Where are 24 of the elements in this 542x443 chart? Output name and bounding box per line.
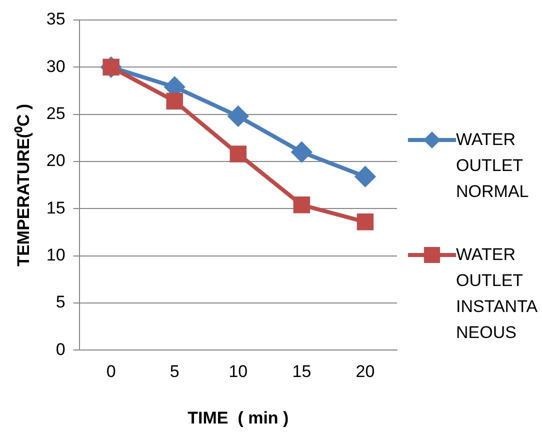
point bbox=[228, 106, 248, 126]
y-tick-label: 0 bbox=[56, 340, 66, 359]
x-tick-label: 5 bbox=[170, 362, 180, 382]
x-tick-label: 15 bbox=[292, 362, 312, 382]
y-tick-label: 10 bbox=[46, 246, 66, 265]
y-tick-label: 25 bbox=[46, 104, 66, 124]
y-tick-label: 5 bbox=[56, 292, 66, 312]
point bbox=[356, 214, 374, 230]
point bbox=[293, 196, 310, 214]
point bbox=[230, 146, 247, 162]
point bbox=[292, 142, 312, 162]
y-tick-label: 35 bbox=[46, 10, 66, 29]
x-tick-label: 20 bbox=[356, 362, 375, 382]
y-tick-label: 30 bbox=[46, 56, 66, 76]
y-tick-label: 20 bbox=[46, 151, 66, 170]
x-axis-title: TIME ( min ) bbox=[188, 408, 289, 428]
point bbox=[166, 92, 183, 110]
y-axis-title: TEMPERATURE(⁰C ) bbox=[14, 104, 33, 266]
legend-label: WATER OUTLET NORMAL bbox=[456, 129, 530, 203]
point bbox=[355, 166, 376, 187]
y-tick-label: 15 bbox=[46, 198, 66, 218]
x-tick-label: 0 bbox=[106, 362, 116, 382]
x-tick-label: 10 bbox=[228, 362, 248, 382]
legend-label: WATER OUTLET INSTANTANEOUS bbox=[456, 244, 538, 344]
